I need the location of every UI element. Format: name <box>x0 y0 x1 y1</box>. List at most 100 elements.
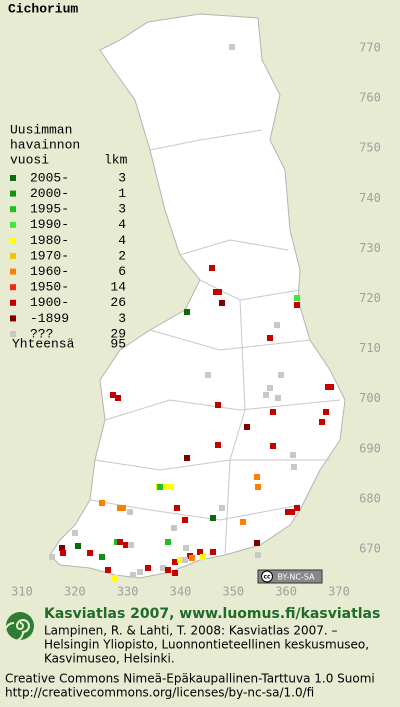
legend-label: 1950- <box>30 280 69 295</box>
record <box>183 545 189 551</box>
north-label: 670 <box>359 542 381 556</box>
record <box>165 567 171 573</box>
record <box>182 557 188 563</box>
record <box>240 519 246 525</box>
record <box>215 402 221 408</box>
record <box>127 509 133 515</box>
legend-label: 1970- <box>30 248 69 263</box>
legend-count: 14 <box>110 280 126 295</box>
legend-swatch <box>10 206 16 213</box>
record <box>110 392 116 398</box>
record <box>75 543 81 549</box>
record <box>189 555 195 561</box>
east-label: 310 <box>11 585 33 599</box>
record <box>60 550 66 556</box>
legend-label: 1900- <box>30 295 69 310</box>
north-label: 680 <box>359 491 381 505</box>
record <box>197 549 203 555</box>
record <box>87 550 93 556</box>
east-label: 360 <box>275 585 297 599</box>
record <box>120 505 126 511</box>
record <box>219 505 225 511</box>
north-label: 710 <box>359 341 381 355</box>
north-label: 730 <box>359 241 381 255</box>
legend-swatch <box>10 190 16 197</box>
record <box>123 542 129 548</box>
legend-count: 1 <box>118 186 126 201</box>
cc-badge: cc BY-NC-SA <box>257 569 323 584</box>
logo-spiral <box>4 619 30 642</box>
record <box>215 442 221 448</box>
record <box>177 557 183 563</box>
record <box>270 409 276 415</box>
east-label: 330 <box>117 585 139 599</box>
legend-header: vuosi <box>10 152 49 167</box>
badge-cc: cc <box>263 574 271 581</box>
north-label: 690 <box>359 441 381 455</box>
north-label: 760 <box>359 91 381 105</box>
footer-heading: Kasviatlas 2007, www.luomus.fi/kasviatla… <box>44 606 380 622</box>
record <box>263 392 269 398</box>
legend-swatch <box>10 299 16 306</box>
record <box>112 575 118 581</box>
citation-line: Kasvimuseo, Helsinki. <box>44 652 175 666</box>
badge-text: BY-NC-SA <box>277 573 315 582</box>
legend-total-label: Yhteensä <box>12 336 75 351</box>
legend-count: 4 <box>118 217 126 232</box>
east-label: 350 <box>222 585 244 599</box>
legend-header: havainnon <box>10 137 80 152</box>
record <box>219 300 225 306</box>
legend-label: 1980- <box>30 233 69 248</box>
legend-label: 1960- <box>30 264 69 279</box>
license-line: http://creativecommons.org/licenses/by-n… <box>5 686 314 700</box>
legend-header: Uusimman <box>10 122 72 137</box>
record <box>254 474 260 480</box>
record <box>128 542 134 548</box>
legend-count: 29 <box>110 326 126 341</box>
legend-label: 2005- <box>30 170 69 185</box>
record <box>323 409 329 415</box>
legend-total: 95 <box>110 336 126 351</box>
record <box>105 567 111 573</box>
record <box>171 525 177 531</box>
record <box>216 289 222 295</box>
legend-swatch <box>10 268 16 275</box>
legend-label: -1899 <box>30 311 69 326</box>
record <box>145 565 151 571</box>
record <box>294 295 300 301</box>
grid-labels: 770 760 750 740 730 720 710 700 690 680 670 310 320 3… <box>11 41 381 599</box>
east-label: 320 <box>64 585 86 599</box>
record <box>255 484 261 490</box>
logo-circle <box>6 612 34 640</box>
badge-circle <box>261 570 273 583</box>
record <box>162 484 168 490</box>
legend-swatch <box>10 315 16 322</box>
record <box>294 302 300 308</box>
record <box>137 569 143 575</box>
legend-count: 26 <box>110 295 126 310</box>
record <box>165 539 171 545</box>
logo <box>4 612 34 642</box>
record <box>99 500 105 506</box>
record <box>115 395 121 401</box>
legend-count-header: lkm <box>104 152 128 167</box>
record <box>267 385 273 391</box>
legend-label: ??? <box>30 326 53 341</box>
legend-count: 6 <box>118 264 126 279</box>
record <box>319 419 325 425</box>
legend-swatch <box>10 175 16 181</box>
legend-label: 1990- <box>30 217 69 232</box>
record <box>160 565 166 571</box>
record <box>172 559 178 565</box>
legend-swatch <box>10 284 16 291</box>
record <box>200 554 206 560</box>
legend-count: 3 <box>118 170 126 185</box>
region-borders <box>89 129 341 556</box>
north-label: 770 <box>359 41 381 55</box>
record <box>205 372 211 378</box>
north-label: 740 <box>359 191 381 205</box>
legend-count: 4 <box>118 233 126 248</box>
finland-outline <box>49 13 346 579</box>
record <box>210 549 216 555</box>
